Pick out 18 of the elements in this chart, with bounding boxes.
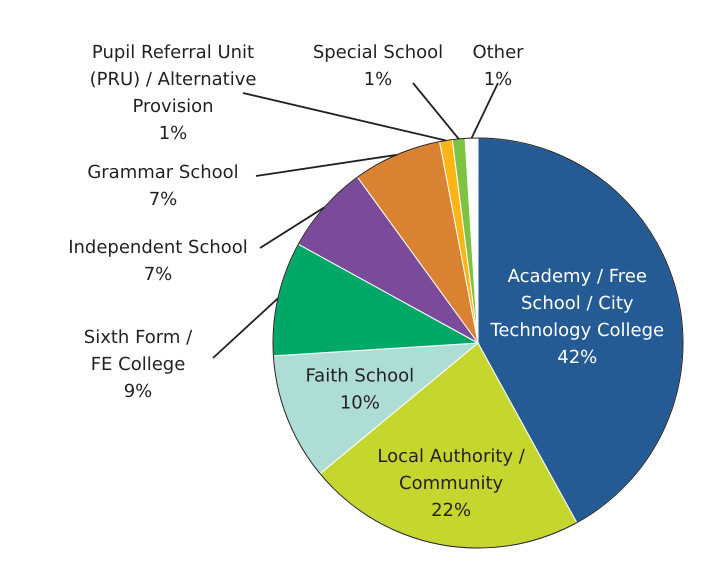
data-label: 22%: [431, 500, 472, 521]
slice-label: Pupil Referral Unit (PRU) / Alternative Provision: [90, 42, 256, 117]
slice-label: Grammar School: [87, 162, 239, 183]
data-label: 42%: [557, 346, 598, 368]
data-label: 1%: [484, 68, 512, 90]
slice-label: Sixth Form / FE College: [84, 326, 194, 375]
data-label: 1%: [158, 122, 188, 144]
slice-label: Academy / Free School / City Technology College: [489, 266, 664, 341]
data-label: 1%: [364, 68, 392, 90]
slice-label: Faith School: [305, 365, 414, 386]
data-label: 10%: [340, 392, 380, 414]
data-label: 9%: [124, 380, 152, 402]
data-label: 7%: [148, 188, 178, 210]
slice-label: Independent School: [68, 236, 248, 258]
data-label: 7%: [144, 264, 172, 285]
slice-label: Local Authority / Community: [377, 446, 526, 494]
slice-label: Special School: [312, 42, 444, 63]
slice-label: Other: [472, 42, 524, 63]
